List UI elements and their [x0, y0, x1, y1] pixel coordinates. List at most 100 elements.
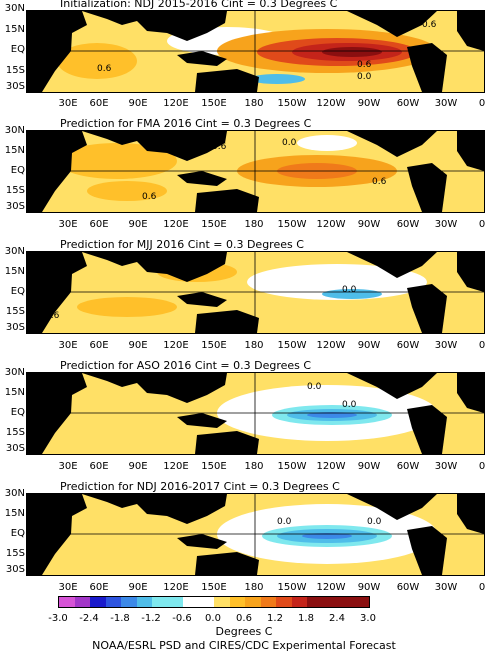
contour-label: 0.0 [367, 517, 382, 527]
warm-anomaly-region [322, 47, 382, 57]
continent-africa-west [457, 373, 484, 413]
contour-label: 0.0 [342, 285, 357, 295]
lon-label: 90W [357, 582, 381, 593]
lat-label: 30N [4, 246, 25, 257]
lon-label: 150W [277, 98, 307, 109]
lon-label: 120E [163, 340, 189, 351]
colorbar-tick-label: -3.0 [48, 613, 68, 624]
lat-label: 15N [4, 508, 25, 519]
lon-label: 0 [478, 98, 486, 109]
continent-australia [195, 69, 259, 92]
lon-label: 180 [244, 219, 264, 230]
colorbar-tick-label: -1.8 [110, 613, 130, 624]
continent-south-america [407, 43, 447, 92]
colorbar-swatch [291, 597, 307, 607]
cool-anomaly-region [322, 289, 382, 299]
lon-label: 60E [89, 582, 109, 593]
lon-label: 150W [277, 219, 307, 230]
continent-asia [82, 252, 227, 282]
colorbar-swatch [260, 597, 276, 607]
contour-label: 0.0 [282, 138, 297, 148]
continent-north-america [347, 252, 437, 278]
lon-label: 30E [58, 98, 78, 109]
warm-anomaly-region [57, 143, 177, 179]
lat-label: 30S [5, 564, 25, 575]
lon-label: 150E [201, 98, 227, 109]
lon-label: 150W [277, 461, 307, 472]
continent-africa-west [457, 252, 484, 292]
lon-label: 120W [316, 582, 346, 593]
continent-asia [82, 11, 227, 41]
lon-label: 30W [434, 219, 458, 230]
colorbar-swatch [245, 597, 261, 607]
lon-label: 60E [89, 98, 109, 109]
colorbar-swatch [276, 597, 292, 607]
lon-label: 90W [357, 461, 381, 472]
continent-africa-west [457, 131, 484, 171]
colorbar-tick-label: -1.2 [141, 613, 161, 624]
continent-north-america [347, 11, 437, 37]
continent-australia [195, 189, 259, 212]
lon-label: 30W [434, 340, 458, 351]
lon-label: 30W [434, 98, 458, 109]
colorbar-swatch [338, 597, 354, 607]
lat-label: EQ [10, 528, 25, 539]
lat-label: 15S [5, 65, 25, 76]
panel-title: Prediction for FMA 2016 Cint = 0.3 Degre… [60, 117, 312, 130]
colorbar-swatch [183, 597, 199, 607]
lon-label: 120W [316, 219, 346, 230]
contour-label: 0.0 [342, 400, 357, 410]
lat-label: EQ [10, 407, 25, 418]
lat-label: 30N [4, 367, 25, 378]
lon-label: 90W [357, 98, 381, 109]
lat-label: 30S [5, 201, 25, 212]
continent-asia [82, 131, 227, 161]
lon-label: 60W [396, 98, 420, 109]
colorbar-tick-label: 0.6 [236, 613, 252, 624]
lat-label: 15N [4, 24, 25, 35]
lat-label: 15S [5, 306, 25, 317]
lat-label: 30S [5, 322, 25, 333]
colorbar-swatch [59, 597, 75, 607]
lat-label: 15S [5, 427, 25, 438]
contour-label: 0.6 [185, 267, 200, 277]
lon-label: 120E [163, 461, 189, 472]
continent-north-america [347, 131, 437, 157]
lat-label: 15S [5, 185, 25, 196]
continent-africa [27, 131, 87, 212]
colorbar-swatch [198, 597, 214, 607]
lon-label: 90E [128, 340, 148, 351]
continent-south-america [407, 526, 447, 575]
colorbar-swatch [214, 597, 230, 607]
contour-label: 0.6 [45, 311, 60, 321]
lon-label: 120W [316, 98, 346, 109]
lon-label: 120E [163, 582, 189, 593]
colorbar-tick-label: -2.4 [79, 613, 99, 624]
panel-title: Prediction for NDJ 2016-2017 Cint = 0.3 … [60, 480, 340, 493]
lon-label: 150E [201, 340, 227, 351]
lon-label: 30E [58, 340, 78, 351]
colorbar-swatch [121, 597, 137, 607]
lat-label: EQ [10, 44, 25, 55]
lon-label: 30W [434, 461, 458, 472]
lon-label: 0 [478, 461, 486, 472]
colorbar-swatch [136, 597, 152, 607]
lat-label: 30N [4, 488, 25, 499]
lon-label: 120W [316, 461, 346, 472]
lon-label: 0 [478, 219, 486, 230]
maritime-continent [177, 171, 227, 186]
lon-label: 60E [89, 461, 109, 472]
sst-map: 0.0 0.0 [26, 372, 485, 455]
continent-africa [27, 373, 87, 454]
continent-australia [195, 431, 259, 454]
continent-australia [195, 552, 259, 575]
lon-label: 90W [357, 340, 381, 351]
colorbar-tick-label: 0.0 [205, 613, 221, 624]
colorbar-swatch [74, 597, 90, 607]
continent-africa-west [457, 11, 484, 51]
lon-label: 120W [316, 340, 346, 351]
lon-label: 150W [277, 340, 307, 351]
panel-title: Prediction for ASO 2016 Cint = 0.3 Degre… [60, 359, 312, 372]
lon-label: 30W [434, 582, 458, 593]
sst-map: 0.6 0.0 0.6 0.6 [26, 130, 485, 213]
